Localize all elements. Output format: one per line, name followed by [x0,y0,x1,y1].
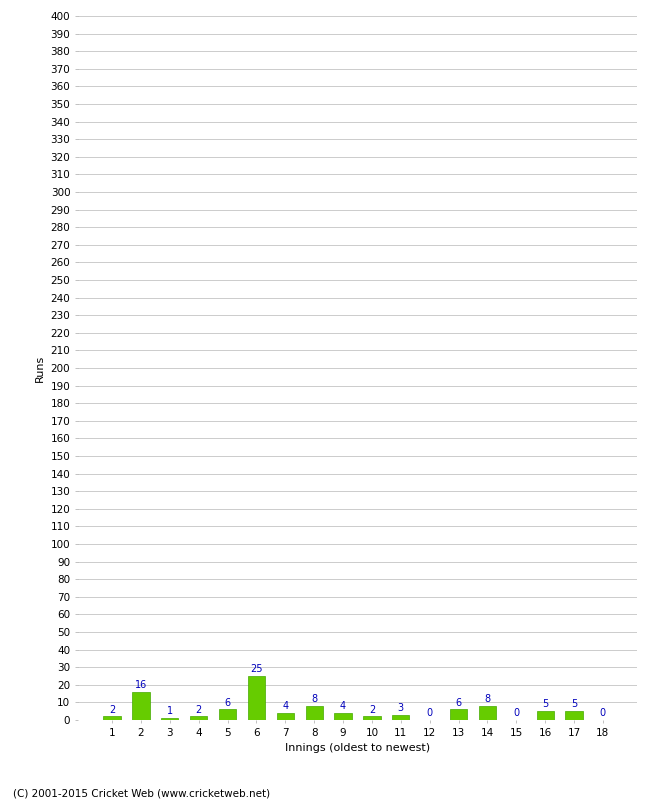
Text: 0: 0 [426,708,433,718]
Text: 6: 6 [224,698,231,708]
Y-axis label: Runs: Runs [35,354,45,382]
Bar [219,710,236,720]
Bar [536,711,554,720]
Text: 8: 8 [311,694,317,704]
Text: 2: 2 [109,705,115,714]
Bar [566,711,582,720]
Bar [103,717,121,720]
Text: 6: 6 [456,698,462,708]
Bar [334,713,352,720]
Text: 4: 4 [340,701,346,711]
Bar [161,718,179,720]
Bar [363,717,381,720]
Text: 0: 0 [600,708,606,718]
Text: 16: 16 [135,680,147,690]
Bar [306,706,323,720]
Text: 2: 2 [196,705,202,714]
Text: 5: 5 [571,699,577,710]
Text: 25: 25 [250,664,263,674]
Text: 1: 1 [167,706,173,717]
Bar [450,710,467,720]
Bar [277,713,294,720]
Text: 2: 2 [369,705,375,714]
Bar [479,706,496,720]
Bar [133,692,150,720]
Text: 5: 5 [542,699,549,710]
Text: 4: 4 [282,701,289,711]
Text: (C) 2001-2015 Cricket Web (www.cricketweb.net): (C) 2001-2015 Cricket Web (www.cricketwe… [13,788,270,798]
Bar [248,676,265,720]
Bar [392,714,410,720]
Text: 8: 8 [484,694,491,704]
X-axis label: Innings (oldest to newest): Innings (oldest to newest) [285,743,430,753]
Text: 3: 3 [398,703,404,713]
Text: 0: 0 [514,708,519,718]
Bar [190,717,207,720]
